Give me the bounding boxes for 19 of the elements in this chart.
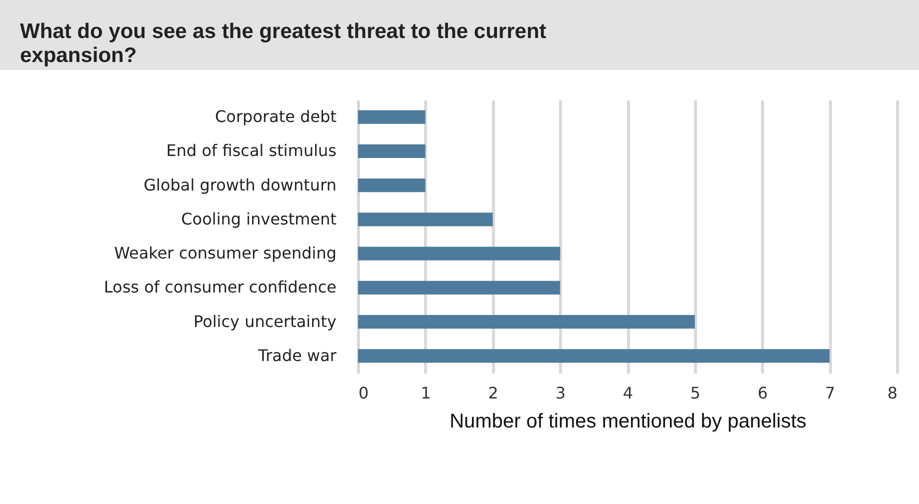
x-tick-label: 3 (556, 384, 566, 402)
y-tick-label: Weaker consumer spending (114, 244, 336, 263)
x-tick-label: 2 (488, 384, 498, 402)
y-tick-label: Loss of consumer confidence (104, 278, 336, 297)
y-tick-label: Trade war (257, 346, 337, 365)
y-tick-label: Global growth downturn (144, 175, 336, 194)
y-tick-label: Corporate debt (215, 107, 336, 126)
x-tick-label: 1 (420, 384, 431, 402)
x-tick-label: 8 (887, 384, 898, 402)
x-tick-label: 7 (825, 384, 836, 402)
x-tick-label: 4 (622, 384, 634, 402)
x-tick-label: 6 (758, 384, 768, 402)
y-tick-label: Cooling investment (181, 209, 336, 228)
y-tick-label: Policy uncertainty (193, 312, 336, 331)
x-tick-label: 0 (358, 384, 369, 402)
y-tick-label: End of fiscal stimulus (166, 141, 336, 160)
x-axis-title: Number of times mentioned by panelists (450, 410, 806, 432)
x-tick-label: 5 (690, 384, 700, 402)
chart-title: What do you see as the greatest threat to the current expansion? (20, 20, 546, 67)
